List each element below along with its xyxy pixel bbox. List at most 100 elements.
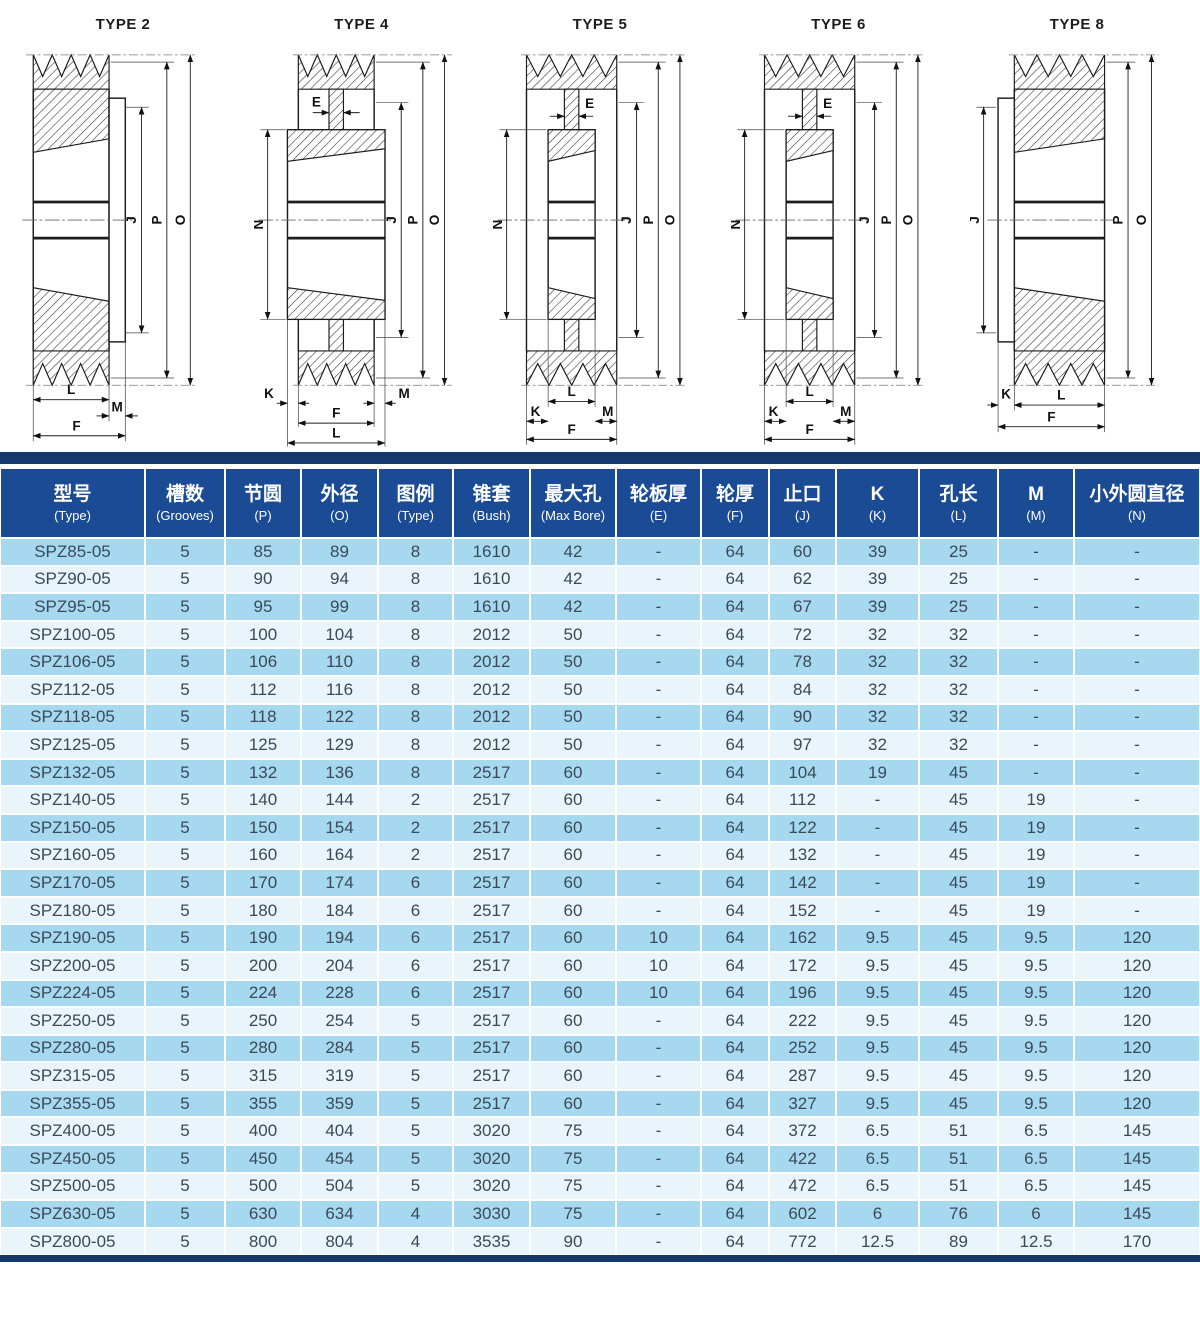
value-cell: 180 (225, 896, 301, 925)
value-cell: 12.5 (836, 1227, 919, 1256)
value-cell: 45 (919, 951, 998, 980)
model-cell: SPZ190-05 (0, 924, 145, 952)
value-cell: - (616, 841, 701, 870)
value-cell: - (616, 1117, 701, 1146)
value-cell: 45 (919, 896, 998, 925)
value-cell: 45 (919, 786, 998, 814)
value-cell: 630 (225, 1200, 301, 1228)
dim-label-f: F (805, 422, 813, 437)
model-cell: SPZ180-05 (0, 896, 145, 925)
column-header: 型号 (Type) (0, 468, 145, 538)
value-cell: 19 (998, 896, 1074, 925)
table-row: SPZ170-05 5 170 174 6 2517 60-64 142-45 19- (0, 869, 1200, 897)
diagram-title: TYPE 8 (1049, 16, 1105, 33)
value-cell: 254 (301, 1007, 378, 1035)
value-cell: 64 (701, 896, 769, 925)
value-cell: - (1074, 538, 1200, 566)
value-cell: 64 (701, 1117, 769, 1146)
value-cell: 60 (530, 813, 616, 842)
value-cell: 804 (301, 1227, 378, 1256)
value-cell: 19 (836, 758, 919, 787)
value-cell: 45 (919, 1007, 998, 1035)
value-cell: 2012 (453, 620, 530, 649)
value-cell: 8 (378, 565, 453, 594)
dim-label-l: L (805, 384, 813, 399)
value-cell: 64 (701, 1062, 769, 1090)
value-cell: 280 (225, 1034, 301, 1063)
value-cell: 194 (301, 924, 378, 952)
dim-label-p: P (149, 216, 164, 225)
model-cell: SPZ118-05 (0, 703, 145, 732)
value-cell: 75 (530, 1200, 616, 1228)
value-cell: 25 (919, 565, 998, 594)
value-cell: 64 (701, 565, 769, 594)
value-cell: 5 (145, 731, 225, 759)
value-cell: 64 (701, 951, 769, 980)
value-cell: 5 (378, 1172, 453, 1201)
dim-label-o: O (427, 215, 442, 226)
value-cell: 64 (701, 786, 769, 814)
value-cell: 45 (919, 1034, 998, 1063)
value-cell: 400 (225, 1117, 301, 1146)
value-cell: - (1074, 869, 1200, 897)
table-row: SPZ150-05 5 150 154 2 2517 60-64 122-45 19- (0, 813, 1200, 842)
dim-label-m: M (840, 404, 851, 419)
dim-label-f: F (567, 422, 575, 437)
column-header: 小外圆直径 (N) (1074, 468, 1200, 538)
pulley-diagram-type-4: TYPE 4 E (245, 10, 479, 452)
value-cell: 42 (530, 538, 616, 566)
value-cell: 2517 (453, 1034, 530, 1063)
value-cell: 6.5 (836, 1117, 919, 1146)
value-cell: 45 (919, 758, 998, 787)
value-cell: 287 (769, 1062, 836, 1090)
value-cell: 174 (301, 869, 378, 897)
value-cell: 51 (919, 1172, 998, 1201)
table-row: SPZ224-05 5 224 228 6 2517 60 10 64 196 9.5 45 9.5 12… (0, 979, 1200, 1008)
value-cell: 6 (998, 1200, 1074, 1228)
dim-label-j: J (124, 216, 139, 224)
column-header: 外径 (O) (301, 468, 378, 538)
value-cell: 132 (225, 758, 301, 787)
value-cell: 45 (919, 1062, 998, 1090)
value-cell: 5 (145, 1062, 225, 1090)
table-body: SPZ85-05 5 85 89 8 1610 42-64 60 39 25- - SPZ90-05 5… (0, 538, 1200, 1256)
value-cell: 32 (836, 620, 919, 649)
value-cell: - (1074, 675, 1200, 704)
value-cell: 160 (225, 841, 301, 870)
model-cell: SPZ160-05 (0, 841, 145, 870)
value-cell: 4 (378, 1227, 453, 1256)
value-cell: 64 (701, 758, 769, 787)
table-row: SPZ118-05 5 118 122 8 2012 50-64 90 32 32- - (0, 703, 1200, 732)
value-cell: 2517 (453, 979, 530, 1008)
value-cell: 8 (378, 703, 453, 732)
dim-label-f: F (332, 406, 340, 421)
model-cell: SPZ90-05 (0, 565, 145, 594)
value-cell: 32 (836, 648, 919, 676)
table-row: SPZ630-05 5 630 634 4 3030 75-64 602 6 76 6 145 (0, 1200, 1200, 1228)
value-cell: 5 (145, 758, 225, 787)
value-cell: 25 (919, 593, 998, 621)
dim-label-f: F (72, 418, 80, 433)
value-cell: 64 (701, 1034, 769, 1063)
table-row: SPZ132-05 5 132 136 8 2517 60-64 104 19 45- - (0, 758, 1200, 787)
model-cell: SPZ95-05 (0, 593, 145, 621)
value-cell: - (616, 1007, 701, 1035)
table-row: SPZ800-05 5 800 804 4 3535 90-64 772 12.5 89 12.5 1… (0, 1227, 1200, 1256)
table-row: SPZ95-05 5 95 99 8 1610 42-64 67 39 25- - (0, 593, 1200, 621)
value-cell: 19 (998, 813, 1074, 842)
value-cell: 64 (701, 1145, 769, 1173)
value-cell: 125 (225, 731, 301, 759)
value-cell: 6 (378, 979, 453, 1008)
value-cell: 196 (769, 979, 836, 1008)
value-cell: 5 (145, 924, 225, 952)
value-cell: 106 (225, 648, 301, 676)
value-cell: 9.5 (836, 1007, 919, 1035)
dim-label-l: L (567, 384, 575, 399)
value-cell: 4 (378, 1200, 453, 1228)
value-cell: 122 (301, 703, 378, 732)
dim-label-n: N (731, 220, 743, 230)
value-cell: 122 (769, 813, 836, 842)
value-cell: - (1074, 731, 1200, 759)
value-cell: 472 (769, 1172, 836, 1201)
value-cell: 19 (998, 841, 1074, 870)
